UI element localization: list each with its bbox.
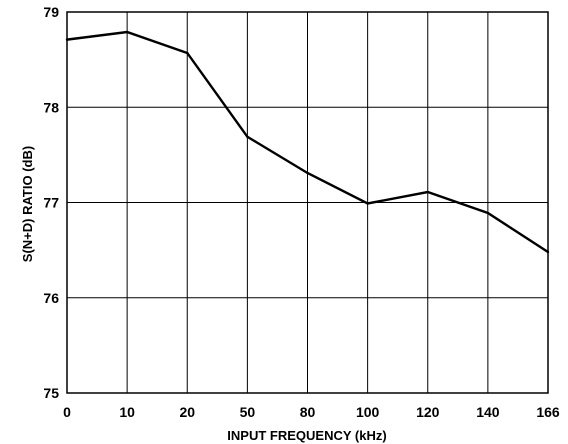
data-point <box>306 171 309 175</box>
grid <box>66 11 549 394</box>
y-tick-label: 75 <box>43 385 59 401</box>
data-point <box>125 30 129 34</box>
x-tick-label: 120 <box>416 404 440 420</box>
y-tick-label: 77 <box>43 195 59 211</box>
data-point <box>546 250 550 254</box>
x-tick-label: 10 <box>119 404 135 420</box>
data-point <box>366 202 369 205</box>
x-tick-label: 50 <box>240 404 256 420</box>
x-axis-label: INPUT FREQUENCY (kHz) <box>227 428 386 443</box>
x-tick-label: 80 <box>300 404 316 420</box>
x-tick-label: 140 <box>476 404 500 420</box>
x-tick-label: 100 <box>356 404 380 420</box>
data-point <box>486 211 490 215</box>
data-point <box>426 190 429 194</box>
data-point <box>65 38 69 41</box>
y-tick-labels: 75 76 77 78 79 <box>43 4 59 401</box>
y-tick-label: 76 <box>43 290 59 306</box>
x-tick-label: 166 <box>536 404 560 420</box>
y-tick-label: 79 <box>43 4 59 20</box>
series-layer <box>65 30 550 254</box>
plot-frame <box>66 11 549 394</box>
x-tick-label: 0 <box>63 404 71 420</box>
data-point <box>246 135 249 138</box>
y-tick-label: 78 <box>43 99 59 115</box>
data-point <box>186 51 189 55</box>
y-axis-label: S(N+D) RATIO (dB) <box>20 146 35 262</box>
x-tick-label: 20 <box>179 404 195 420</box>
x-tick-labels: 0 10 20 50 80 100 120 140 166 <box>63 404 560 420</box>
